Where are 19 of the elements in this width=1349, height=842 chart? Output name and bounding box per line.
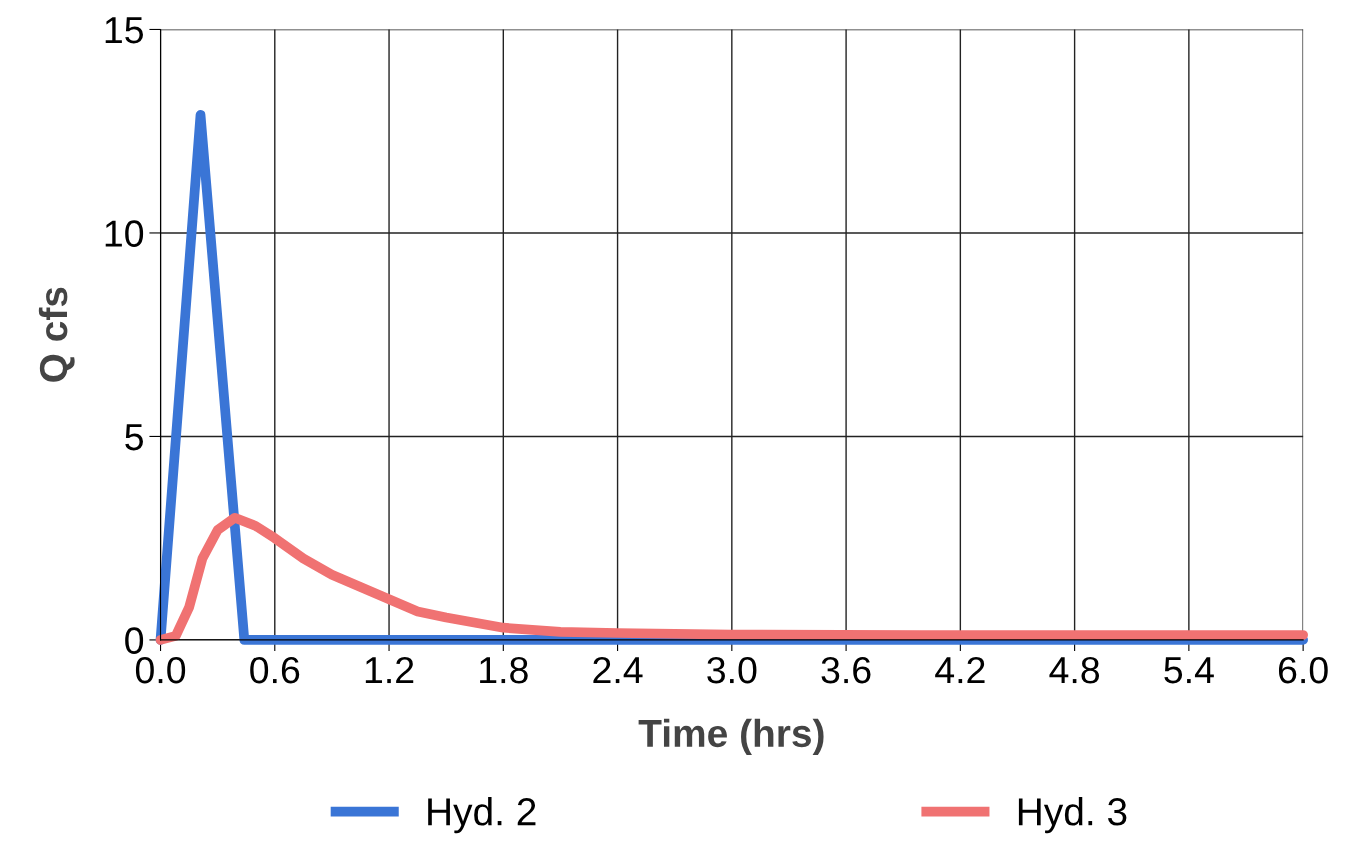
- x-tick-label: 4.8: [1049, 656, 1100, 684]
- x-tick-label: 0.6: [250, 656, 300, 684]
- y-tick-label: 10: [105, 220, 144, 247]
- x-axis-title: Time (hrs): [638, 718, 824, 755]
- x-tick-label: 2.4: [593, 656, 643, 684]
- x-tick-label: 4.2: [935, 656, 985, 684]
- x-tick-label: 6.0: [1278, 656, 1328, 684]
- y-axis-title: Q cfs: [38, 287, 75, 382]
- x-tick-label: 1.2: [365, 656, 414, 684]
- x-tick-label: 5.4: [1164, 657, 1214, 684]
- x-tick-label: 1.8: [480, 656, 528, 684]
- y-tick-label: 15: [105, 17, 143, 44]
- legend-label: Hyd. 2: [428, 797, 536, 834]
- y-tick-label: 5: [125, 424, 143, 451]
- x-tick-label: 3.0: [707, 656, 757, 684]
- x-tick-label: 3.6: [821, 656, 871, 684]
- y-tick-label: 0: [125, 627, 144, 654]
- x-tick-label: 0.0: [135, 656, 186, 684]
- legend-label: Hyd. 3: [1018, 797, 1127, 834]
